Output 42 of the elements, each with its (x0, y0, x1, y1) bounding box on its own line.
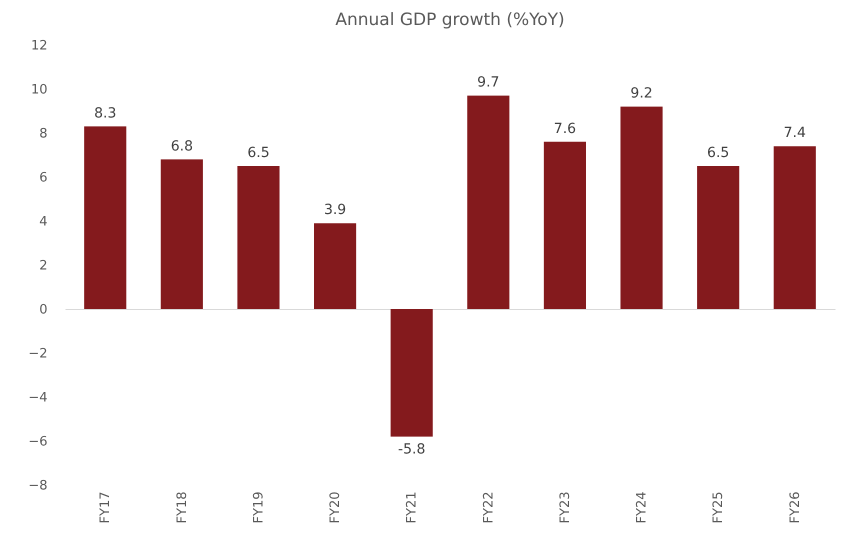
y-tick-label: 0 (39, 302, 48, 318)
y-tick-label: 4 (39, 214, 48, 230)
y-tick-label: 6 (39, 170, 48, 186)
y-tick-label: 12 (30, 38, 48, 54)
data-label: 7.4 (784, 125, 806, 142)
bar (697, 166, 740, 309)
bar (620, 106, 663, 309)
data-label: 8.3 (94, 105, 116, 122)
y-tick-label: 8 (39, 126, 48, 142)
bar (84, 126, 126, 309)
data-label: 6.5 (707, 145, 730, 161)
x-tick-label: FY19 (251, 492, 266, 524)
data-label: -5.8 (398, 442, 426, 458)
data-label: 6.8 (170, 138, 193, 154)
y-tick-label: −2 (28, 346, 48, 362)
data-label: 9.2 (630, 86, 653, 102)
x-tick-label: FY26 (788, 492, 803, 524)
data-label: 6.5 (247, 145, 270, 161)
bar (237, 166, 280, 309)
bar (160, 159, 203, 309)
bar (314, 223, 356, 309)
y-tick-label: −8 (28, 478, 48, 494)
bar (544, 142, 586, 309)
data-label: 9.7 (477, 74, 500, 91)
y-tick-label: −4 (28, 390, 48, 406)
x-tick-label: FY25 (711, 492, 726, 524)
chart-title: Annual GDP growth (%YoY) (335, 10, 565, 30)
data-label: 7.6 (554, 120, 576, 137)
y-tick-label: 2 (39, 258, 48, 274)
y-tick-label: 10 (30, 82, 48, 98)
x-tick-label: FY20 (328, 492, 344, 524)
bar (390, 309, 433, 437)
x-tick-label: FY23 (558, 492, 573, 524)
x-tick-label: FY22 (481, 492, 496, 524)
bar (467, 96, 510, 309)
x-tick-label: FY18 (174, 492, 190, 524)
bar (774, 146, 816, 309)
x-tick-label: FY17 (98, 492, 114, 524)
data-label: 3.9 (324, 202, 346, 218)
x-tick-label: FY21 (404, 492, 420, 524)
x-tick-label: FY24 (634, 492, 650, 524)
y-tick-label: −6 (28, 434, 48, 450)
